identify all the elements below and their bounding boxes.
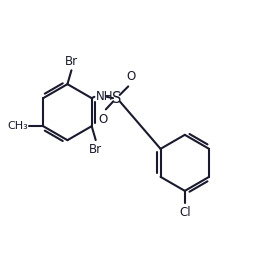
Text: NH: NH <box>96 90 113 103</box>
Text: O: O <box>99 113 108 126</box>
Text: Br: Br <box>89 143 102 156</box>
Text: Cl: Cl <box>179 206 191 219</box>
Text: S: S <box>112 91 121 106</box>
Text: Br: Br <box>65 55 78 68</box>
Text: O: O <box>126 70 135 83</box>
Text: CH₃: CH₃ <box>7 121 28 131</box>
